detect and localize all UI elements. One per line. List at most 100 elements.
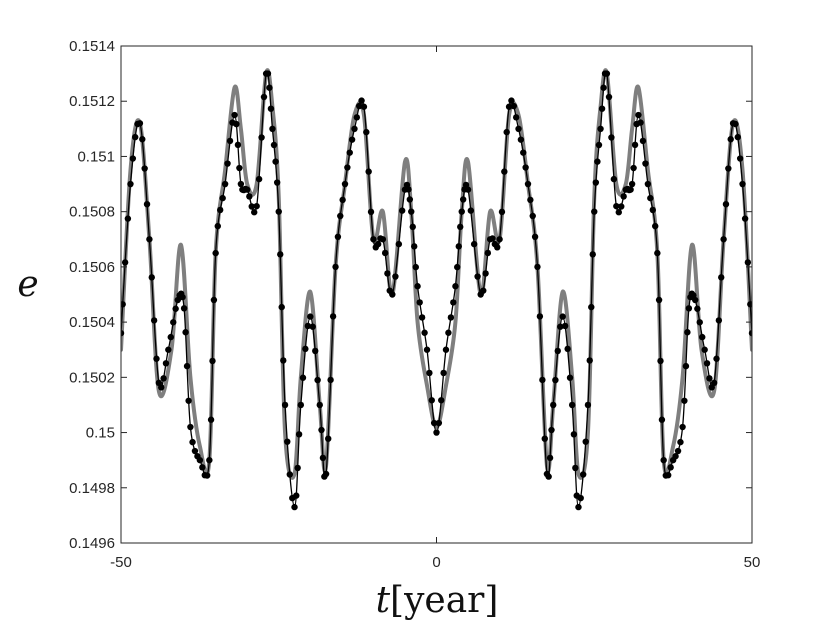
data-point <box>392 273 399 280</box>
data-point <box>660 456 667 464</box>
data-point <box>314 376 321 384</box>
data-point <box>277 251 284 258</box>
y-tick-label: 0.1504 <box>69 314 115 331</box>
data-point <box>273 179 281 186</box>
data-point <box>595 141 603 149</box>
data-point <box>196 456 204 464</box>
y-tick-label: 0.15 <box>86 425 115 442</box>
data-point <box>143 201 151 208</box>
y-tick-label: 0.151 <box>77 148 115 165</box>
data-point <box>710 379 718 387</box>
data-point <box>482 270 489 277</box>
data-point <box>162 360 170 367</box>
data-point <box>212 249 219 257</box>
data-point <box>642 160 649 167</box>
data-point <box>748 329 752 337</box>
data-point <box>545 473 552 480</box>
data-point <box>655 296 663 304</box>
data-point <box>589 251 596 258</box>
ticks-layer: 0.1496 0.1498 0.15 0.1502 0.1504 0.1506 0.1508… <box>69 38 760 571</box>
data-point <box>720 236 727 243</box>
data-point <box>280 357 287 364</box>
data-point <box>148 274 155 281</box>
data-point <box>409 223 416 231</box>
data-point <box>445 329 452 336</box>
data-point <box>423 346 431 353</box>
data-point <box>234 141 242 149</box>
data-point <box>454 263 461 271</box>
data-point <box>426 369 433 377</box>
data-point <box>284 438 291 445</box>
plot-area <box>121 46 752 543</box>
data-point <box>658 416 666 423</box>
data-point <box>129 155 137 162</box>
y-tick-label: 0.1508 <box>69 204 115 221</box>
data-point <box>503 128 510 136</box>
data-point <box>266 84 273 91</box>
data-point <box>665 471 672 479</box>
data-point <box>428 397 435 404</box>
data-point <box>584 401 592 409</box>
data-point <box>639 137 647 145</box>
data-point <box>398 207 406 214</box>
data-point <box>635 111 642 119</box>
data-point <box>244 186 251 193</box>
data-point <box>539 376 546 384</box>
data-point <box>411 243 418 250</box>
data-point <box>158 384 165 391</box>
data-point <box>121 259 129 266</box>
data-point <box>299 374 307 381</box>
data-point <box>474 273 481 280</box>
data-point <box>319 454 327 462</box>
data-point <box>141 165 148 172</box>
data-point <box>353 114 361 121</box>
data-point <box>187 423 194 431</box>
data-point <box>577 494 584 502</box>
data-point <box>672 453 679 460</box>
data-point <box>358 97 365 104</box>
data-point <box>591 208 598 215</box>
data-point <box>258 134 265 141</box>
data-point <box>501 168 508 175</box>
data-point <box>348 136 356 143</box>
data-point <box>657 357 664 365</box>
data-point <box>627 186 634 193</box>
data-point <box>608 134 615 141</box>
data-point <box>207 416 215 423</box>
data-point <box>297 401 305 409</box>
data-point <box>570 431 578 438</box>
data-point <box>550 401 557 409</box>
data-point <box>233 120 240 128</box>
data-point <box>438 397 445 404</box>
data-point <box>381 249 389 257</box>
data-point <box>356 102 363 110</box>
data-point <box>548 426 555 434</box>
data-point <box>699 333 706 341</box>
data-point <box>649 206 657 214</box>
data-point <box>199 464 206 471</box>
data-point <box>127 180 134 188</box>
data-point <box>351 125 358 133</box>
data-point <box>575 503 582 511</box>
data-point <box>628 180 636 188</box>
data-point <box>736 155 744 162</box>
data-point <box>221 180 229 188</box>
data-point <box>172 305 179 312</box>
data-point <box>725 165 732 172</box>
data-point <box>150 317 158 324</box>
data-point <box>559 313 566 320</box>
data-point <box>346 149 353 156</box>
data-point <box>121 301 126 308</box>
data-point <box>286 471 293 478</box>
data-point <box>613 202 620 210</box>
data-point <box>694 305 701 312</box>
data-point <box>339 196 346 204</box>
data-point <box>652 222 659 230</box>
data-point <box>512 114 520 121</box>
data-point <box>480 287 487 294</box>
data-point <box>363 128 370 136</box>
data-point <box>312 347 319 355</box>
data-point <box>189 438 196 446</box>
data-point <box>210 296 218 304</box>
data-point <box>253 202 260 210</box>
